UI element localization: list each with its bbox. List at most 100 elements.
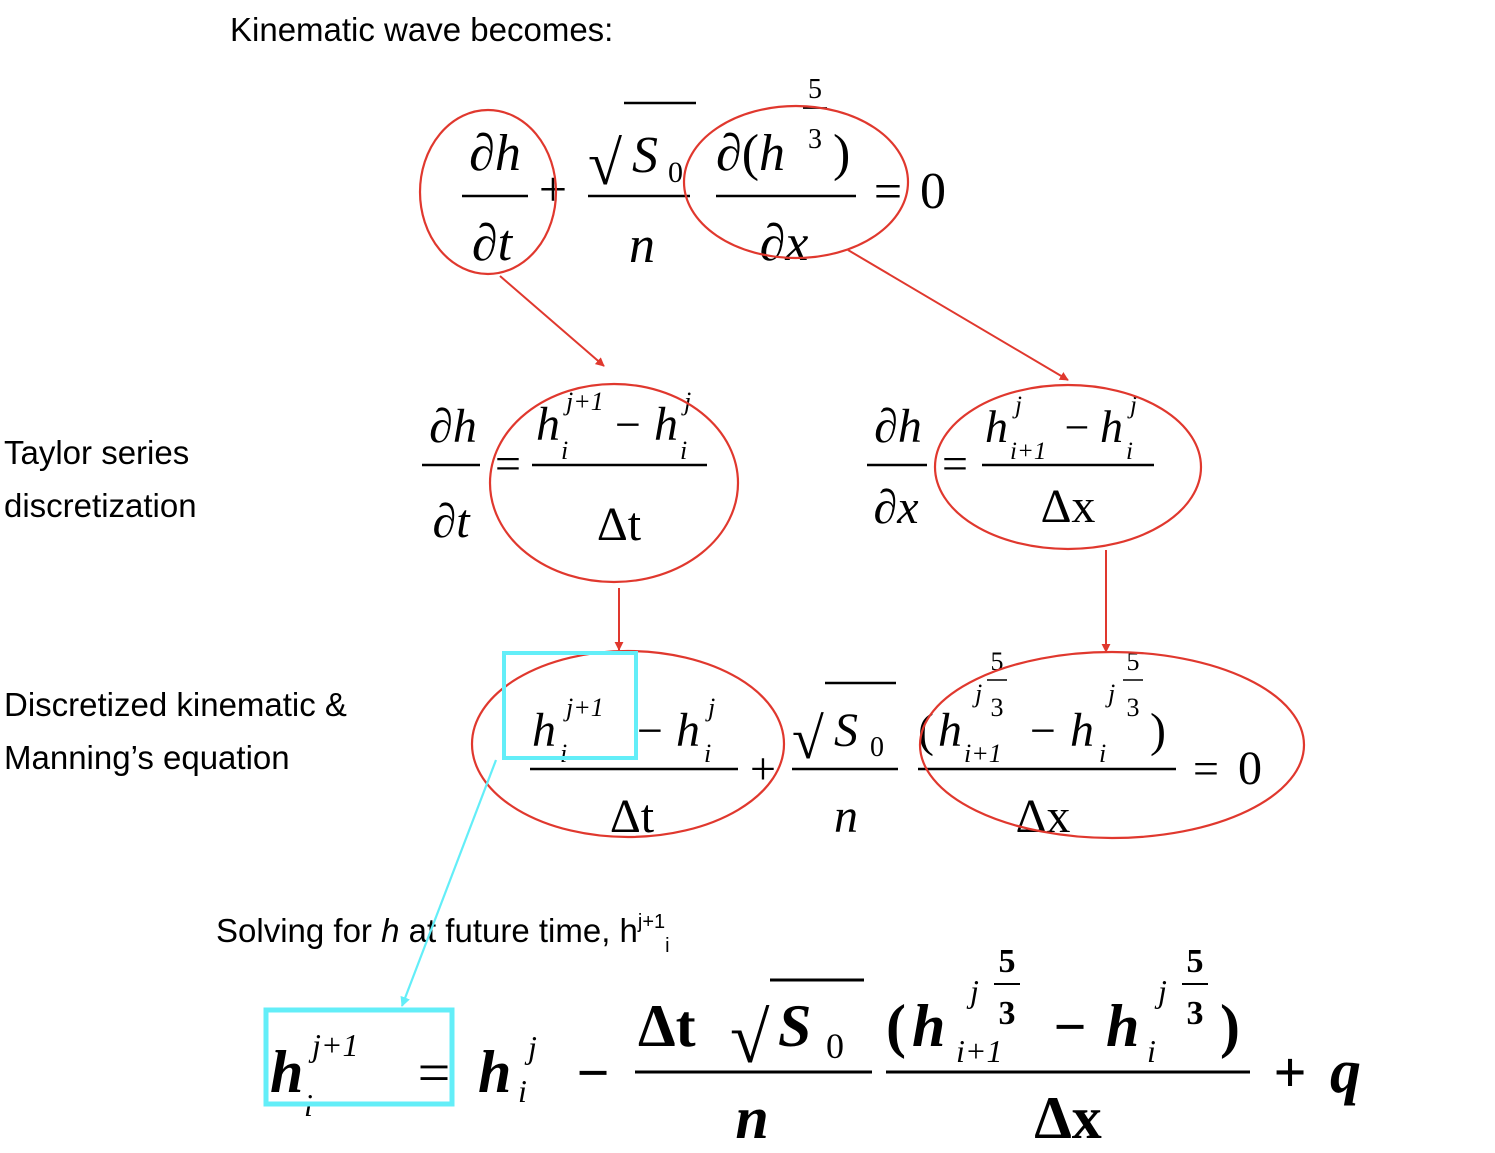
eq1-equals: = xyxy=(874,163,902,219)
solving-sub: i xyxy=(665,935,669,957)
red-annotations xyxy=(418,104,1306,840)
eq4-minus-2: − xyxy=(1030,705,1056,756)
eq4-h-next-space: h xyxy=(938,704,962,757)
eq1-zero: 0 xyxy=(920,163,946,220)
eq1-exp-5: 5 xyxy=(808,74,822,105)
heading-label: Kinematic wave becomes: xyxy=(230,11,613,48)
eq2-minus: − xyxy=(615,399,641,450)
eq5-q: q xyxy=(1330,1038,1361,1106)
equation-solved-future-time: h j+1 i = h j i − Δt √ S 0 n ( h j 5 3 i… xyxy=(270,943,1361,1151)
eq2-delta-t: Δt xyxy=(597,498,642,551)
eq5-n: n xyxy=(735,1085,768,1151)
eq4-sub-i-2: i xyxy=(704,739,711,768)
eq5-close-paren: ) xyxy=(1220,993,1240,1059)
eq4-h-next: h xyxy=(532,704,556,757)
eq5-open-paren: ( xyxy=(886,993,906,1059)
eq3-h-cur: h xyxy=(1100,401,1123,452)
solving-label: Solving for h at future time, hj+1i xyxy=(216,911,670,957)
eq5-delta-t: Δt xyxy=(638,993,696,1059)
eq2-sub-i-1: i xyxy=(561,436,568,465)
eq4-sub-i-3: i xyxy=(1099,739,1106,768)
cyan-arrow-to-solution xyxy=(400,759,498,1007)
arrow-time-to-difference xyxy=(499,275,605,367)
eq1-close-paren: ) xyxy=(833,125,850,182)
eq5-exp-5-b: 5 xyxy=(1187,943,1204,980)
ellipse-space-derivative xyxy=(682,104,910,260)
solving-var: h xyxy=(381,912,399,949)
eq4-sup-j-3: j xyxy=(1105,679,1115,708)
eq5-sqrt-sign: √ xyxy=(730,998,770,1078)
eq1-exp-3: 3 xyxy=(808,124,822,155)
eq4-exp-3-b: 3 xyxy=(1127,693,1140,722)
eq4-sub-i-1: i xyxy=(560,739,567,768)
eq4-sqrt-sign: √ xyxy=(792,706,824,771)
eq4-exp-3-a: 3 xyxy=(991,693,1004,722)
cyan-box-solved-term xyxy=(263,1007,455,1107)
eq1-dx: ∂x xyxy=(760,215,809,272)
eq4-exp-5-b: 5 xyxy=(1127,647,1140,676)
eq4-h-cur-space: h xyxy=(1070,704,1094,757)
eq3-minus: − xyxy=(1065,403,1090,452)
eq5-h-next-space: h xyxy=(912,993,945,1059)
arrow-space-to-difference xyxy=(847,249,1069,381)
eq1-d-open: ∂(h xyxy=(716,125,785,182)
eq4-delta-t: Δt xyxy=(610,790,655,843)
ellipse-time-derivative xyxy=(418,108,558,276)
equation-time-discretization: ∂h ∂t = h j+1 i − h j i Δt xyxy=(422,387,707,551)
eq5-plus: + xyxy=(1273,1040,1306,1105)
eq5-exp-3-b: 3 xyxy=(1187,995,1204,1032)
eq5-equals: = xyxy=(418,1040,451,1105)
eq4-sup-next: j+1 xyxy=(563,693,604,722)
eq5-exp-5-a: 5 xyxy=(999,943,1016,980)
eq4-sub-next: i+1 xyxy=(964,739,1002,768)
eq1-S: S xyxy=(632,127,658,184)
taylor-label-line2: discretization xyxy=(4,487,197,524)
eq5-sup-j-3: j xyxy=(1154,973,1167,1009)
equation-space-discretization: ∂h ∂x = h j i+1 − h j i Δx xyxy=(867,392,1154,534)
eq1-dh: ∂h xyxy=(469,125,521,182)
eq1-sqrt-sign: √ xyxy=(588,130,622,198)
eq5-S: S xyxy=(778,993,811,1059)
eq5-sup-next: j+1 xyxy=(308,1027,358,1063)
eq5-S-sub0: 0 xyxy=(826,1026,844,1066)
discretized-label-line1: Discretized kinematic & xyxy=(4,686,347,723)
eq5-sub-i-3: i xyxy=(1147,1033,1156,1069)
eq3-sup-j-2: j xyxy=(1127,392,1137,419)
eq2-sup-next: j+1 xyxy=(563,387,604,416)
equation-discretized-manning: h j+1 i − h j i Δt + √ S 0 n ( h j 5 3 i… xyxy=(530,647,1262,843)
eq3-dh: ∂h xyxy=(874,400,922,453)
eq4-sup-j-1: j xyxy=(705,693,715,722)
eq4-equals: = xyxy=(1193,743,1219,794)
ellipse-space-difference xyxy=(933,383,1203,551)
eq1-n: n xyxy=(629,217,655,274)
cyan-box-future-term xyxy=(502,651,638,760)
eq4-S-sub0: 0 xyxy=(870,732,884,763)
eq5-sub-i-2: i xyxy=(518,1073,527,1109)
eq3-delta-x: Δx xyxy=(1041,480,1096,533)
eq4-sup-j-2: j xyxy=(972,679,982,708)
taylor-label-line1: Taylor series xyxy=(4,434,189,471)
eq4-plus: + xyxy=(750,743,776,794)
ellipse-time-difference xyxy=(488,382,740,584)
equation-kinematic-wave: ∂h ∂t + √ S 0 n ∂(h 5 3 ) ∂x = 0 xyxy=(462,74,946,274)
eq5-h-lhs: h xyxy=(270,1039,303,1105)
eq4-n: n xyxy=(834,790,858,843)
eq3-equals: = xyxy=(942,438,968,489)
eq4-close-paren: ) xyxy=(1150,704,1166,757)
eq5-sup-j-1: j xyxy=(524,1029,537,1065)
red-arrows xyxy=(499,249,1111,653)
eq4-zero: 0 xyxy=(1238,742,1262,795)
eq2-h-next: h xyxy=(536,398,560,451)
solving-prefix: Solving for xyxy=(216,912,381,949)
eq5-sub-next: i+1 xyxy=(956,1033,1002,1069)
eq2-h-cur: h xyxy=(654,398,678,451)
discretized-label-line2: Manning’s equation xyxy=(4,739,290,776)
eq3-dx: ∂x xyxy=(873,481,918,534)
eq3-h-next: h xyxy=(985,401,1008,452)
eq4-minus-1: − xyxy=(637,705,663,756)
eq2-dt: ∂t xyxy=(432,495,471,548)
eq3-sup-j-1: j xyxy=(1012,392,1022,419)
eq1-S-sub0: 0 xyxy=(668,156,683,189)
eq5-h-cur-space: h xyxy=(1106,993,1139,1059)
